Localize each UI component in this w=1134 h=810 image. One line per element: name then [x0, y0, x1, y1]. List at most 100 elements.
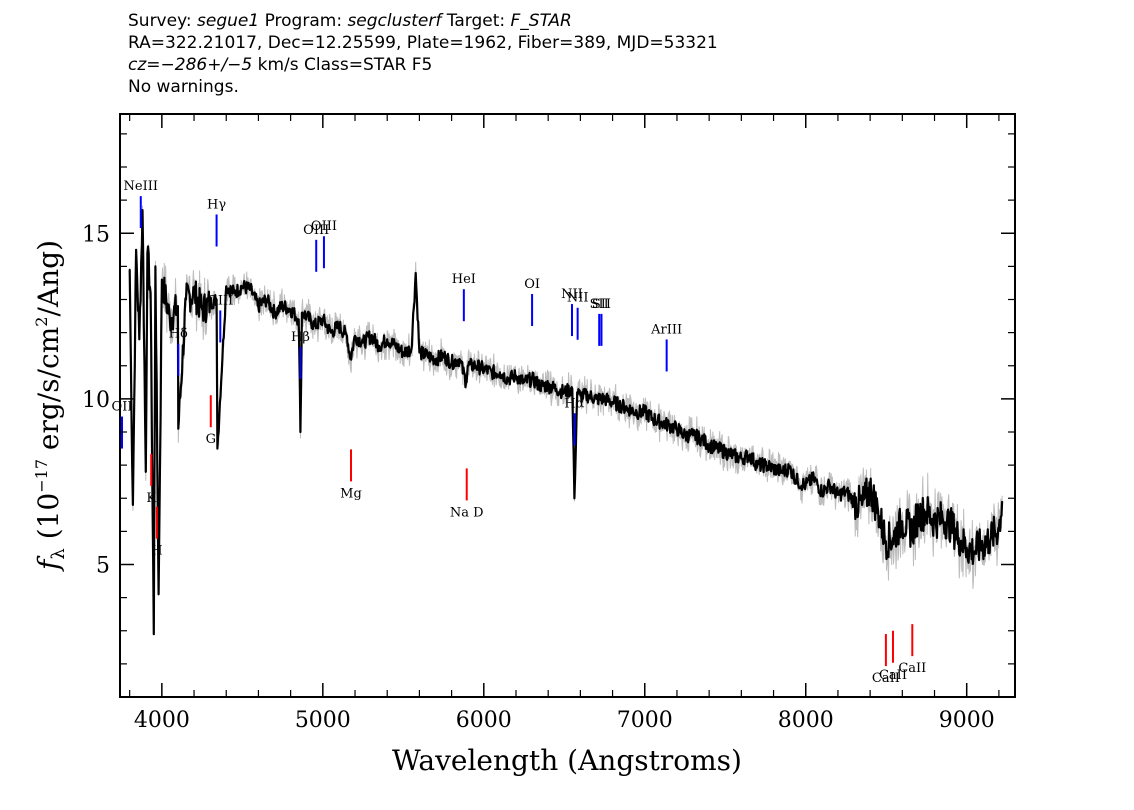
flux-point: [281, 305, 284, 307]
flux-point: [299, 431, 302, 433]
y-label-part: /Ang): [32, 240, 65, 317]
flux-point: [892, 537, 894, 539]
flux-point: [820, 490, 823, 493]
flux-point: [829, 484, 831, 486]
header-coordinates-line: RA=322.21017, Dec=12.25599, Plate=1962, …: [128, 33, 718, 53]
emission-line-label: SII: [592, 297, 611, 312]
flux-point: [531, 378, 533, 380]
flux-point: [434, 358, 437, 360]
absorption-line-label: CaII: [872, 671, 900, 686]
y-label-part: −17: [32, 459, 51, 493]
emission-line-label: Hβ: [291, 330, 310, 345]
emission-line-label: OIII: [311, 219, 337, 234]
x-tick-label: 4000: [134, 708, 190, 733]
flux-point: [579, 394, 582, 397]
flux-point: [141, 209, 144, 212]
flux-point: [788, 467, 791, 470]
flux-point: [313, 325, 316, 327]
flux-point: [981, 543, 984, 546]
flux-point: [708, 444, 711, 447]
flux-point: [157, 593, 160, 596]
absorption-line-label: CaII: [898, 661, 926, 676]
emission-line-label: NeIII: [124, 179, 158, 194]
header-segment: F_STAR: [510, 11, 572, 31]
flux-point: [1001, 500, 1003, 503]
flux-point: [804, 484, 807, 486]
spectrum-header: Survey: segue1 Program: segclusterf Targ…: [128, 10, 718, 98]
absorption-line-label: Na D: [450, 505, 484, 520]
flux-point: [161, 278, 163, 281]
flux-point: [132, 504, 134, 506]
flux-point: [515, 374, 517, 377]
emission-line-label: ArIII: [650, 322, 682, 337]
flux-point: [619, 404, 622, 407]
flux-point: [780, 470, 783, 473]
flux-point: [692, 434, 694, 437]
flux-point: [144, 470, 147, 473]
flux-point: [301, 311, 303, 314]
flux-point: [911, 530, 914, 533]
flux-point: [973, 550, 976, 553]
flux-point: [215, 298, 218, 301]
flux-point: [676, 427, 678, 430]
flux-point: [442, 354, 445, 357]
flux-point: [949, 523, 952, 526]
x-tick-label: 5000: [295, 708, 351, 733]
header-segment: segclusterf: [347, 11, 442, 31]
flux-point: [576, 391, 579, 394]
flux-point: [152, 633, 155, 635]
flux-point: [321, 318, 324, 321]
flux-point: [349, 358, 352, 360]
y-label-part: erg/s/cm: [32, 327, 65, 459]
emission-line-label: Hα: [564, 396, 584, 411]
flux-point: [386, 338, 389, 341]
header-segment: Survey:: [128, 11, 198, 31]
flux-point: [917, 513, 920, 516]
flux-point: [146, 252, 149, 255]
x-axis-label: Wavelength (Angstroms): [392, 744, 742, 777]
flux-point: [362, 341, 364, 344]
flux-point: [225, 285, 228, 288]
flux-point: [869, 487, 871, 490]
flux-point: [249, 288, 252, 291]
flux-point: [748, 454, 751, 457]
emission-line-label: OIII: [207, 293, 233, 308]
emission-line-label: NII: [567, 291, 589, 306]
flux-point: [458, 358, 461, 360]
flux-point: [539, 384, 541, 387]
flux-point: [354, 335, 356, 337]
y-axis-label: fλ (10−17 erg/s/cm2/Ang): [32, 240, 69, 572]
flux-point: [756, 464, 759, 466]
flux-point: [209, 301, 212, 304]
y-label-part: λ: [48, 548, 69, 559]
flux-point: [466, 364, 469, 367]
flux-point: [555, 388, 558, 390]
flux-point: [845, 490, 847, 493]
flux-point: [901, 520, 904, 523]
flux-point: [837, 494, 839, 496]
flux-point: [297, 318, 300, 321]
flux-point: [507, 378, 509, 380]
header-segment: km/s Class=STAR F5: [252, 55, 433, 75]
flux-point: [177, 305, 179, 307]
flux-point: [426, 354, 429, 357]
flux-point: [660, 421, 662, 423]
flux-point: [990, 537, 992, 539]
flux-point: [547, 384, 550, 387]
flux-point: [177, 427, 180, 430]
flux-point: [378, 345, 381, 347]
absorption-line-label: CaII: [879, 668, 907, 683]
flux-point: [482, 368, 485, 370]
flux-point: [523, 381, 525, 384]
emission-line-label: Hγ: [207, 198, 226, 213]
flux-point: [450, 361, 453, 364]
header-segment: Program:: [259, 11, 348, 31]
flux-point: [998, 527, 1000, 529]
flux-point: [853, 500, 855, 503]
flux-point: [338, 325, 340, 327]
x-tick-label: 7000: [617, 708, 673, 733]
absorption-line-label: G: [206, 432, 216, 447]
flux-point: [740, 457, 743, 460]
